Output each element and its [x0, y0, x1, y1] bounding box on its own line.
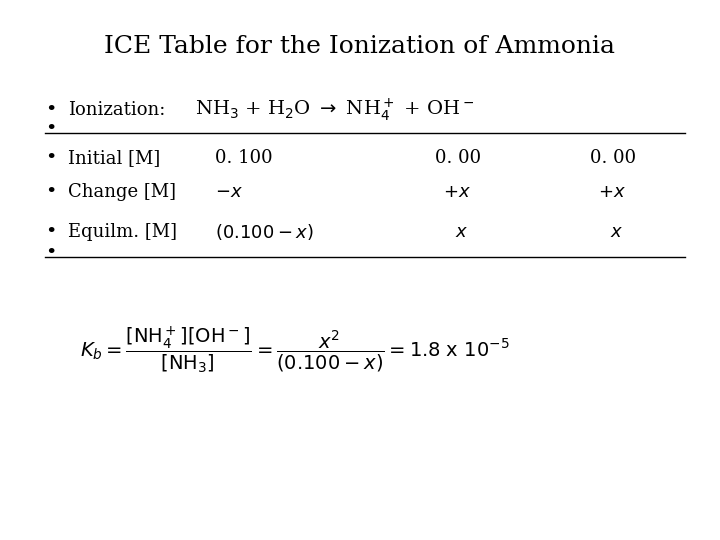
- Text: 0. 00: 0. 00: [435, 149, 481, 167]
- Text: •: •: [45, 101, 56, 119]
- Text: •: •: [45, 183, 56, 201]
- Text: $(0.100 - x)$: $(0.100 - x)$: [215, 222, 314, 242]
- Text: Initial [M]: Initial [M]: [68, 149, 161, 167]
- Text: Change [M]: Change [M]: [68, 183, 176, 201]
- Text: Ionization:: Ionization:: [68, 101, 166, 119]
- Text: Equilm. [M]: Equilm. [M]: [68, 223, 177, 241]
- Text: •: •: [45, 244, 56, 262]
- Text: $x$: $x$: [455, 223, 468, 241]
- Text: $+x$: $+x$: [443, 183, 471, 201]
- Text: •: •: [45, 120, 56, 138]
- Text: $K_b = \dfrac{[\mathrm{NH}_4^+][\mathrm{OH}^-]}{[\mathrm{NH}_3]}$$ = \dfrac{x^2}: $K_b = \dfrac{[\mathrm{NH}_4^+][\mathrm{…: [80, 325, 510, 376]
- Text: ICE Table for the Ionization of Ammonia: ICE Table for the Ionization of Ammonia: [104, 35, 616, 58]
- Text: •: •: [45, 149, 56, 167]
- Text: $x$: $x$: [610, 223, 624, 241]
- Text: $+x$: $+x$: [598, 183, 626, 201]
- Text: NH$_3$ + H$_2$O $\rightarrow$ NH$_4^+$ + OH$^-$: NH$_3$ + H$_2$O $\rightarrow$ NH$_4^+$ +…: [195, 97, 474, 124]
- Text: 0. 100: 0. 100: [215, 149, 273, 167]
- Text: $-x$: $-x$: [215, 183, 243, 201]
- Text: 0. 00: 0. 00: [590, 149, 636, 167]
- Text: •: •: [45, 223, 56, 241]
